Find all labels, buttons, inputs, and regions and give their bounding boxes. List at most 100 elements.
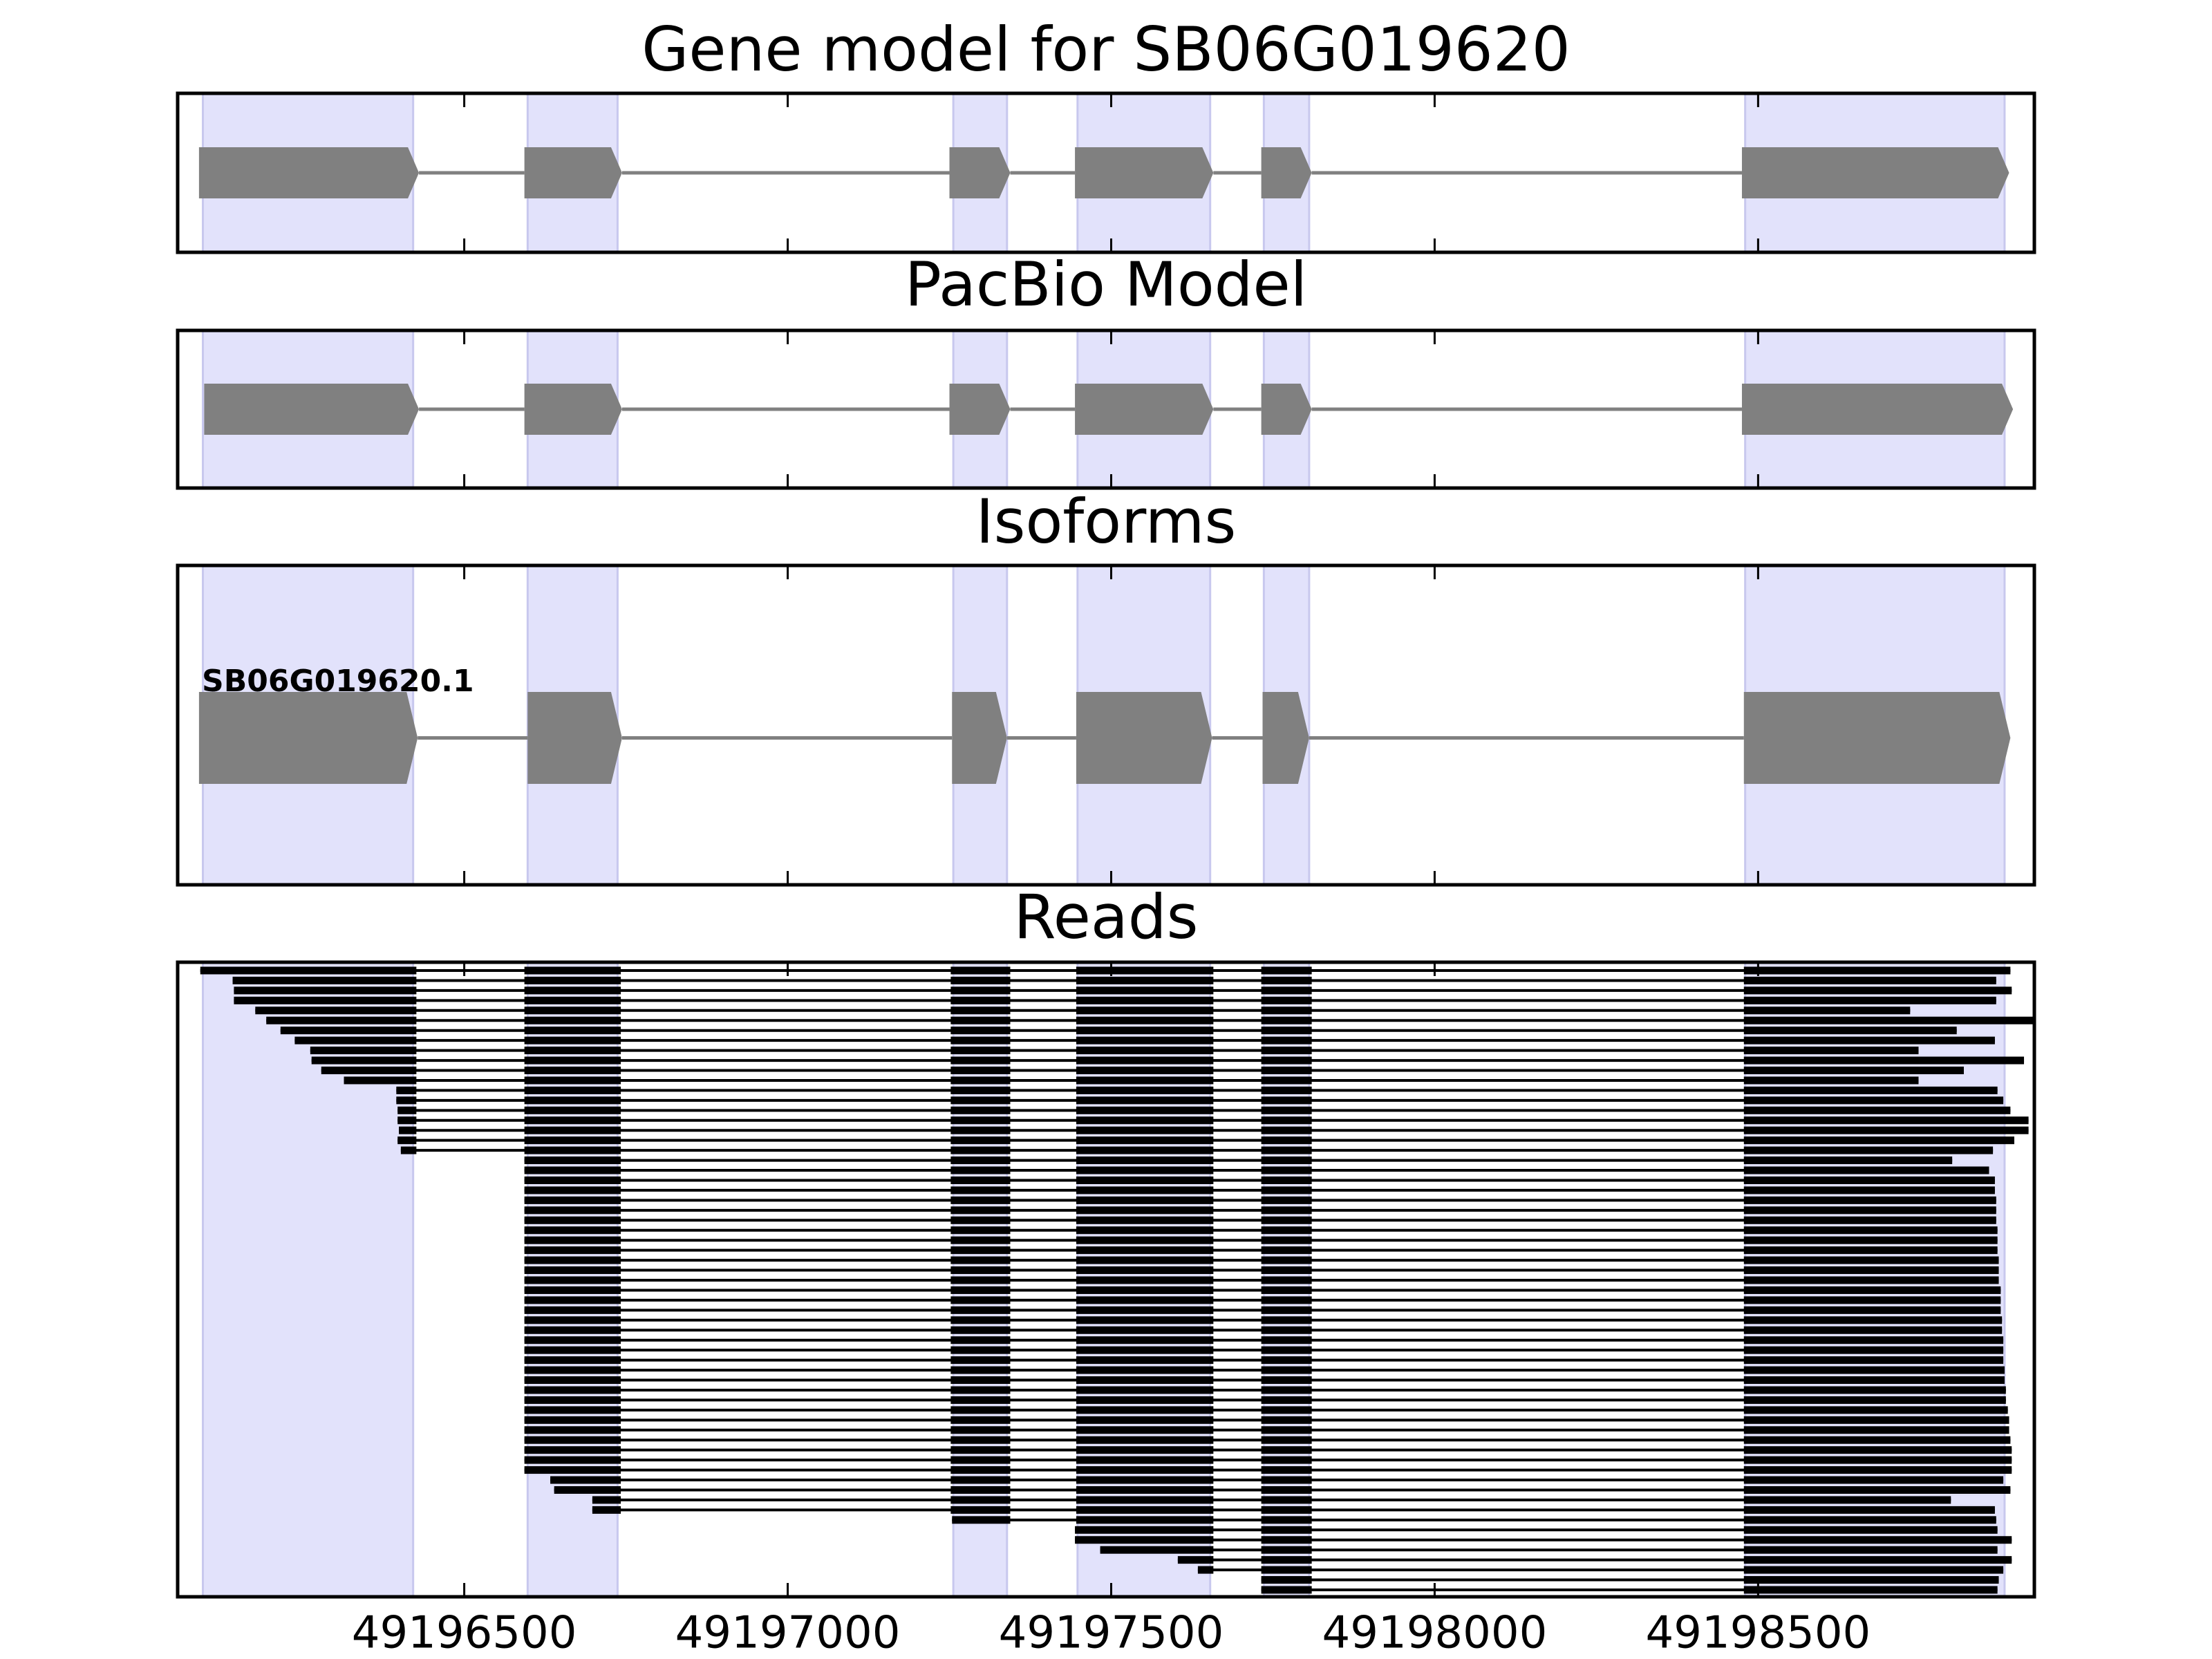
read-block [524,1176,621,1184]
read-block [310,1047,417,1055]
read-block [1076,1356,1214,1365]
read-block [524,1016,621,1024]
read-block [1261,1396,1312,1404]
read-block [1743,1476,2004,1484]
read-block [950,1386,1011,1394]
read-block [1743,1106,2011,1114]
read-block [1743,1416,2009,1424]
read-block [1743,1027,1957,1035]
read-block [1261,1476,1312,1484]
read-block [1261,1546,1312,1554]
read-block [1261,1556,1312,1564]
read-block [1076,1485,1214,1494]
read-block [524,1276,621,1284]
read-block [1076,1316,1214,1324]
read-block [1743,1186,1995,1194]
read-block [1743,1296,2001,1304]
read-block [524,1356,621,1365]
read-block [950,1036,1011,1044]
read-block [1743,1006,1911,1015]
read-block [1076,1446,1214,1454]
read-block [1076,966,1214,975]
read-block [950,1116,1011,1125]
read-block [524,1256,621,1264]
read-block [1076,1047,1214,1055]
read-block [524,1076,621,1085]
read-block [1076,1116,1214,1125]
read-block [1743,1067,1964,1075]
read-block [524,1036,621,1044]
read-block [1743,1076,1919,1085]
read-block [200,966,417,975]
read-block [950,1306,1011,1314]
read-block [950,1436,1011,1444]
read-block [1743,1376,2005,1385]
exon [1262,691,1309,784]
read-block [1076,1476,1214,1484]
x-tick-label: 49197000 [675,1608,901,1659]
read-block [524,1296,621,1304]
read-block [950,996,1011,1004]
read-block [1261,1096,1312,1105]
read-block [1261,1466,1312,1474]
read-block [1100,1546,1214,1554]
read-block [1743,1516,1996,1524]
read-block [1076,1326,1214,1334]
read-block [1743,966,2011,975]
read-block [1076,1126,1214,1134]
read-block [950,1206,1011,1215]
read-block [950,1485,1011,1494]
panel-frame [176,960,2036,1599]
exon [1741,384,2014,435]
read-block [950,1146,1011,1154]
read-block [950,1336,1011,1344]
read-block [524,1286,621,1294]
read-block [1261,1326,1312,1334]
read-block [950,976,1011,984]
read-block [950,1136,1011,1145]
read-block [234,996,417,1004]
read-block [524,996,621,1004]
read-block [1261,1056,1312,1065]
read-block [524,1056,621,1065]
read-block [232,976,417,984]
read-block [1261,1436,1312,1444]
read-block [1743,1556,2012,1564]
read-block [950,1406,1011,1414]
read-block [1261,1356,1312,1365]
read-block [1076,996,1214,1004]
panel-title: Isoforms [976,486,1237,557]
exon [1075,384,1214,435]
read-block [950,1276,1011,1284]
read-block [950,1366,1011,1374]
read-block [1743,1366,2005,1374]
read-block [524,1186,621,1194]
read-block [950,1376,1011,1385]
read-block [1743,1156,1953,1165]
read-block [1261,976,1312,984]
read-block [1076,1386,1214,1394]
read-block [524,1156,621,1165]
read-block [1076,1516,1214,1524]
read-block [1743,1485,2011,1494]
read-block [1743,1047,1919,1055]
read-block [1743,1326,2003,1334]
read-block [1261,1516,1312,1524]
read-block [524,1376,621,1385]
read-block [1261,1336,1312,1344]
read-block [1261,1446,1312,1454]
read-block [950,1047,1011,1055]
read-block [1261,1586,1312,1594]
panel-frame [176,328,2036,490]
read-block [524,1116,621,1125]
read-block [266,1016,417,1024]
read-block [311,1056,417,1065]
read-block [524,986,621,995]
read-block [1076,1027,1214,1035]
read-block [1076,1296,1214,1304]
read-block [950,1006,1011,1015]
read-block [1743,1216,1996,1224]
read-block [1076,1276,1214,1284]
exon [1075,147,1214,198]
read-block [1076,1166,1214,1174]
